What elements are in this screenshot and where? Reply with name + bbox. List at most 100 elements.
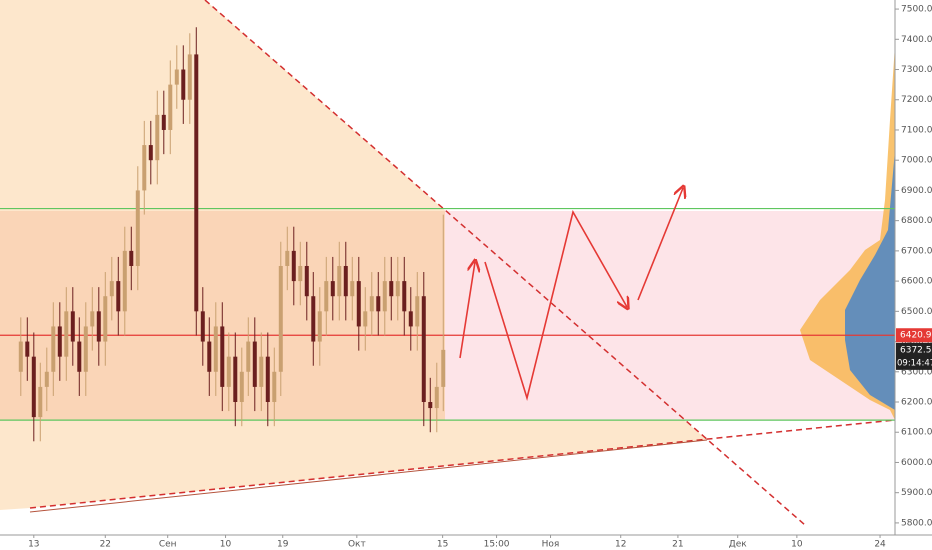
- x-tick-label: 19: [277, 540, 289, 550]
- candle-body: [291, 250, 296, 282]
- candle-body: [161, 114, 166, 130]
- candle-body: [239, 371, 244, 403]
- candle-body: [363, 311, 368, 327]
- candle-body: [304, 265, 309, 297]
- candle-body: [51, 326, 56, 372]
- candle-body: [70, 311, 75, 342]
- y-tick-label: 6600.0: [901, 277, 932, 287]
- candle-body: [252, 341, 257, 387]
- candle-body: [213, 326, 218, 372]
- candle-body: [83, 326, 88, 372]
- candle-body: [194, 54, 199, 312]
- candle-body: [369, 296, 374, 312]
- y-tick-label: 7000.0: [901, 156, 932, 166]
- trend-line: [29, 419, 896, 509]
- candle-body: [148, 145, 153, 161]
- y-tick-label: 7400.0: [901, 35, 932, 45]
- candle-body: [402, 281, 407, 312]
- candle-body: [18, 341, 23, 372]
- y-tick-label: 6300.0: [901, 367, 932, 377]
- candle-body: [109, 281, 114, 297]
- candle-body: [44, 371, 49, 387]
- y-tick-label: 7200.0: [901, 95, 932, 105]
- y-tick-label: 7100.0: [901, 125, 932, 135]
- candle-body: [174, 69, 179, 85]
- candle-body: [441, 349, 446, 387]
- candle-body: [220, 326, 225, 387]
- candle-body: [376, 296, 381, 312]
- candle-body: [129, 250, 134, 266]
- y-tick-label: 6900.0: [901, 186, 932, 196]
- candle-body: [122, 250, 127, 312]
- candle-body: [90, 311, 95, 327]
- candle-body: [350, 281, 355, 297]
- x-tick-label: 12: [615, 540, 626, 550]
- y-tick-label: 7500.0: [901, 5, 932, 15]
- candle-body: [25, 341, 30, 357]
- candle-body: [246, 341, 251, 372]
- candle-body: [272, 371, 277, 403]
- x-tick-label: 10: [220, 540, 232, 550]
- candle-body: [64, 311, 69, 357]
- candle-body: [226, 356, 231, 387]
- price-label-bg: [896, 328, 932, 343]
- candle-body: [181, 69, 186, 100]
- candle-body: [155, 114, 160, 161]
- candle-body: [187, 54, 192, 100]
- candle-body: [38, 386, 43, 418]
- candle-body: [265, 356, 270, 403]
- candle-body: [428, 402, 433, 409]
- y-tick-label: 6800.0: [901, 216, 932, 226]
- candle-body: [356, 281, 361, 327]
- last-price-label: 6372.5: [900, 345, 932, 355]
- candle-body: [57, 326, 62, 357]
- candle-body: [434, 386, 439, 409]
- y-tick-label: 7300.0: [901, 65, 932, 75]
- volume-profile-buy: [845, 150, 895, 410]
- candle-body: [285, 250, 290, 266]
- candle-body: [324, 281, 329, 312]
- candle-body: [200, 311, 205, 342]
- candle-body: [233, 356, 238, 403]
- candle-body: [298, 265, 303, 282]
- last-price-bg: [896, 342, 932, 370]
- candle-body: [330, 281, 335, 297]
- countdown: 09:14:47: [897, 358, 932, 368]
- candle-body: [96, 311, 101, 342]
- projection-arrows: [459, 188, 683, 401]
- x-tick-label: 21: [672, 540, 683, 550]
- y-tick-label: 6500.0: [901, 307, 932, 317]
- candle-body: [317, 311, 322, 342]
- candle-body: [103, 296, 108, 342]
- y-tick-label: 6700.0: [901, 246, 932, 256]
- candle-body: [421, 296, 426, 403]
- candle-body: [135, 190, 140, 266]
- x-axis-strip: [0, 535, 932, 550]
- price-label: 6420.9: [900, 331, 932, 341]
- x-tick-label: Дек: [729, 540, 748, 550]
- x-tick-label: 15: [437, 540, 448, 550]
- x-tick-label: Окт: [348, 540, 366, 550]
- x-tick-label: 13: [28, 540, 39, 550]
- candle-body: [142, 145, 147, 191]
- y-tick-label: 5900.0: [901, 488, 932, 498]
- candle-body: [116, 281, 121, 312]
- y-axis-strip: [895, 0, 932, 550]
- candle-body: [389, 281, 394, 297]
- y-tick-label: 6200.0: [901, 398, 932, 408]
- x-tick-label: 10: [791, 540, 803, 550]
- trend-line: [204, 0, 806, 526]
- trend-line: [29, 439, 708, 513]
- candle-body: [278, 265, 283, 372]
- candle-body: [77, 341, 82, 372]
- x-tick-label: 15:00: [484, 540, 510, 550]
- candle-body: [207, 341, 212, 372]
- x-tick-label: Ноя: [542, 540, 560, 550]
- y-tick-label: 6100.0: [901, 428, 932, 438]
- x-tick-label: Сен: [159, 540, 177, 550]
- candle-body: [408, 311, 413, 327]
- x-tick-label: 24: [874, 540, 886, 550]
- x-tick-label: 22: [100, 540, 111, 550]
- candle-body: [415, 296, 420, 327]
